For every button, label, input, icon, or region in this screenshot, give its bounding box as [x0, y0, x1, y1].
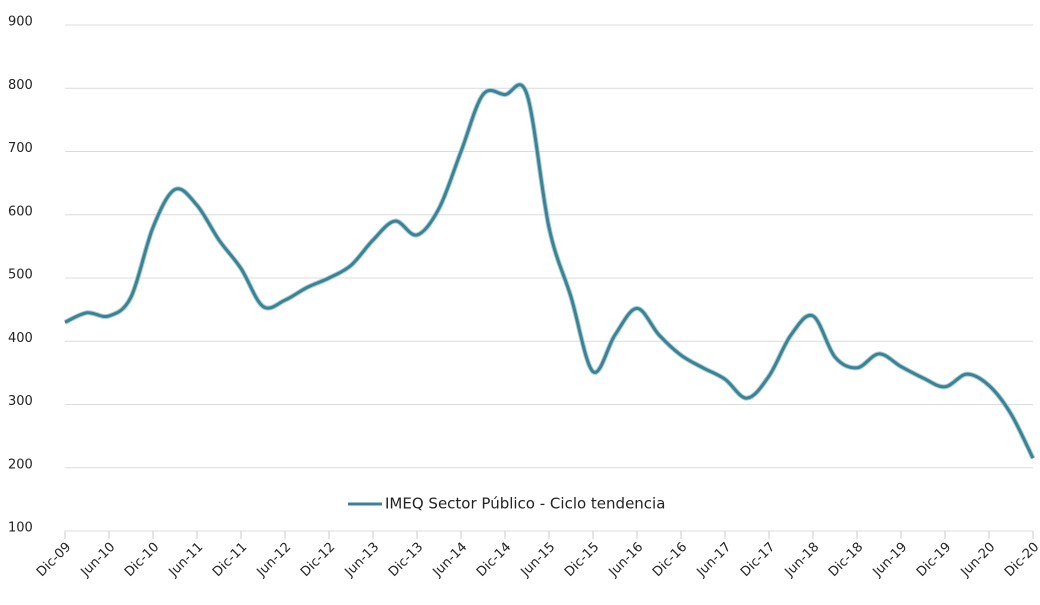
legend: IMEQ Sector Público - Ciclo tendencia [348, 495, 665, 513]
x-tick-label: Jun-12 [254, 540, 295, 581]
y-tick-label: 200 [8, 457, 33, 472]
line-halo [63, 82, 1036, 460]
y-tick-label: 400 [8, 331, 33, 346]
x-tick-label: Dic-17 [738, 540, 778, 580]
x-tick-label: Dic-12 [298, 540, 338, 580]
y-tick-label: 900 [8, 15, 33, 30]
legend-label: IMEQ Sector Público - Ciclo tendencia [385, 495, 665, 513]
x-tick-label: Jun-14 [430, 540, 471, 581]
y-tick-label: 700 [8, 141, 33, 156]
series-line [64, 83, 1035, 459]
x-tick-label: Dic-16 [650, 540, 690, 580]
x-tick-label: Jun-20 [958, 540, 999, 581]
x-tick-label: Jun-17 [694, 540, 735, 581]
x-tick-label: Jun-10 [78, 540, 119, 581]
x-tick-label: Dic-18 [826, 540, 866, 580]
x-tick-label: Dic-13 [386, 540, 426, 580]
x-tick-label: Jun-13 [342, 540, 383, 581]
x-tick-label: Dic-15 [562, 540, 602, 580]
x-tick-label: Jun-11 [166, 540, 207, 581]
y-tick-label: 300 [8, 394, 33, 409]
x-tick-label: Dic-09 [34, 540, 74, 580]
x-tick-label: Jun-19 [870, 540, 911, 581]
x-tick-label: Dic-14 [474, 540, 514, 580]
y-tick-label: 100 [8, 521, 33, 536]
x-tick-label: Dic-20 [1002, 540, 1040, 580]
x-tick-label: Dic-10 [122, 540, 162, 580]
x-tick-label: Jun-18 [782, 540, 823, 581]
y-tick-label: 500 [8, 268, 33, 283]
x-tick-label: Jun-15 [518, 540, 559, 581]
y-tick-label: 600 [8, 204, 33, 219]
x-tick-label: Dic-11 [210, 540, 250, 580]
y-tick-label: 800 [8, 78, 33, 93]
x-tick-label: Jun-16 [606, 540, 647, 581]
x-tick-label: Dic-19 [914, 540, 954, 580]
